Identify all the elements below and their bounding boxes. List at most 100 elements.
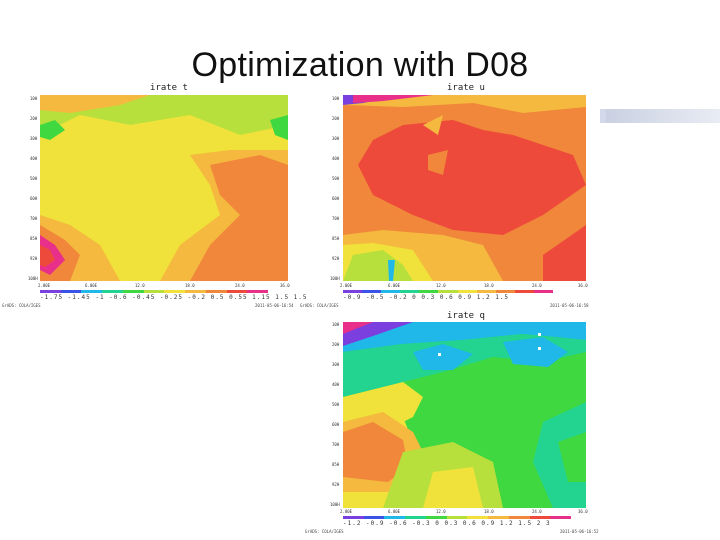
y-tick: 100H	[330, 276, 340, 281]
x-tick: 2.00E	[38, 283, 51, 288]
contour-plot-q	[343, 322, 586, 508]
panel-title: irate t	[150, 83, 188, 93]
colorbar-swatch	[457, 290, 477, 293]
footer-left: GrADS: COLA/IGES	[2, 303, 41, 308]
x-tick: 18.0	[185, 283, 195, 288]
colorbar	[343, 516, 572, 519]
colorbar-labels: -1.2 -0.9 -0.6 -0.3 0 0.3 0.6 0.9 1.2 1.…	[343, 520, 551, 527]
y-tick: 92H	[30, 256, 38, 261]
colorbar-swatch	[102, 290, 123, 293]
slide-title: Optimization with D08	[191, 46, 529, 84]
colorbar-swatch	[343, 290, 363, 293]
contour-graphic	[40, 95, 288, 281]
x-tick: 36.0	[280, 283, 290, 288]
x-tick: 24.0	[532, 509, 542, 514]
x-tick: 36.0	[578, 283, 588, 288]
colorbar	[343, 290, 554, 293]
y-tick: 20H	[332, 342, 340, 347]
footer-right: 2011-05-06-16:58	[550, 303, 589, 308]
x-tick: 24.0	[235, 283, 245, 288]
colorbar-swatch	[495, 290, 515, 293]
panel-title: irate q	[447, 311, 485, 321]
colorbar-swatch	[384, 516, 406, 519]
y-tick: 30H	[30, 136, 38, 141]
x-tick: 6.00E	[85, 283, 98, 288]
contour-plot-t	[40, 95, 288, 281]
colorbar-swatch	[81, 290, 103, 293]
decorative-bar	[600, 109, 720, 123]
x-tick: 12.0	[436, 509, 446, 514]
colorbar-swatch	[122, 290, 144, 293]
contour-plot-u	[343, 95, 586, 281]
colorbar-swatch	[362, 290, 382, 293]
y-tick: 70H	[332, 442, 340, 447]
colorbar-swatch	[425, 516, 447, 519]
y-tick: 20H	[30, 116, 38, 121]
y-tick: 30H	[332, 362, 340, 367]
colorbar-swatch	[533, 290, 554, 293]
y-tick: 85H	[332, 236, 340, 241]
x-tick: 18.0	[484, 283, 494, 288]
colorbar-swatch	[529, 516, 551, 519]
x-tick: 2.00E	[340, 283, 353, 288]
y-tick: 70H	[30, 216, 38, 221]
colorbar-swatch	[381, 290, 401, 293]
footer-left: GrADS: COLA/IGES	[300, 303, 339, 308]
y-tick: 100H	[28, 276, 38, 281]
x-tick: 24.0	[532, 283, 542, 288]
y-tick: 10H	[332, 96, 340, 101]
colorbar-swatch	[508, 516, 530, 519]
x-tick: 12.0	[135, 283, 145, 288]
colorbar-labels: -0.9 -0.5 -0.2 0 0.3 0.6 0.9 1.2 1.5	[343, 294, 510, 301]
colorbar-swatch	[247, 290, 269, 293]
colorbar-swatch	[400, 290, 420, 293]
colorbar-swatch	[185, 290, 206, 293]
y-tick: 50H	[30, 176, 38, 181]
colorbar-swatch	[438, 290, 458, 293]
colorbar-swatch	[40, 290, 61, 293]
y-tick: 92H	[332, 256, 340, 261]
y-tick: 85H	[30, 236, 38, 241]
colorbar-swatch	[164, 290, 186, 293]
colorbar-swatch	[405, 516, 426, 519]
colorbar-swatch	[419, 290, 439, 293]
y-tick: 60H	[332, 422, 340, 427]
y-tick: 40H	[332, 156, 340, 161]
colorbar-swatch	[514, 290, 534, 293]
y-tick: 60H	[332, 196, 340, 201]
colorbar-swatch	[476, 290, 496, 293]
footer-right: 2011-05-06-16:54	[255, 303, 294, 308]
y-tick: 85H	[332, 462, 340, 467]
y-tick: 60H	[30, 196, 38, 201]
x-tick: 6.00E	[388, 509, 401, 514]
contour-graphic	[343, 322, 586, 508]
colorbar-swatch	[143, 290, 165, 293]
colorbar-swatch	[446, 516, 468, 519]
y-tick: 100H	[330, 502, 340, 507]
colorbar-swatch	[226, 290, 248, 293]
y-tick: 10H	[30, 96, 38, 101]
panel-title: irate u	[447, 83, 485, 93]
footer-right: 2011-05-06-16:52	[560, 529, 599, 534]
y-tick: 50H	[332, 176, 340, 181]
colorbar-swatch	[343, 516, 364, 519]
x-tick: 2.00E	[340, 509, 353, 514]
footer-left: GrADS: COLA/IGES	[305, 529, 344, 534]
x-tick: 6.00E	[388, 283, 401, 288]
x-tick: 12.0	[436, 283, 446, 288]
x-tick: 36.0	[578, 509, 588, 514]
colorbar	[40, 290, 269, 293]
contour-graphic	[343, 95, 586, 281]
colorbar-swatch	[488, 516, 509, 519]
y-tick: 40H	[332, 382, 340, 387]
colorbar-swatch	[550, 516, 572, 519]
y-tick: 40H	[30, 156, 38, 161]
colorbar-swatch	[60, 290, 82, 293]
y-tick: 50H	[332, 402, 340, 407]
y-tick: 70H	[332, 216, 340, 221]
y-tick: 10H	[332, 322, 340, 327]
colorbar-labels: -1.75 -1.45 -1 -0.6 -0.45 -0.25 -0.2 0.5…	[40, 294, 308, 301]
colorbar-swatch	[205, 290, 227, 293]
y-tick: 30H	[332, 136, 340, 141]
x-tick: 18.0	[484, 509, 494, 514]
